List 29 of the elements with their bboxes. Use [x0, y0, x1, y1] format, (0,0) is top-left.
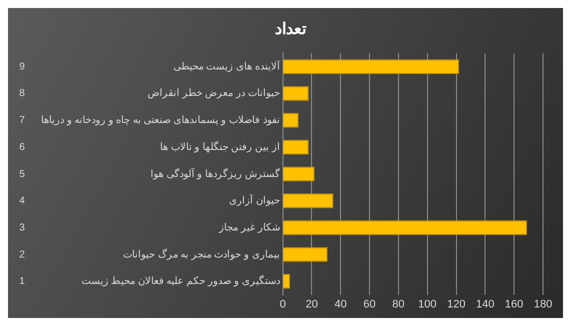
x-tick-label: 80: [392, 298, 405, 310]
y-tick-label: آلاینده های زیست محیطی: [173, 59, 281, 72]
text: 7: [19, 115, 26, 126]
y-tick-label: شکار غیر مجاز: [218, 222, 280, 234]
y-tick-label: نفوذ فاضلاب و پسماندهای صنعتی به چاه و رودخانه و دریاها: [40, 115, 280, 126]
y-tick-label: بیماری و حوادث منجر به مرگ حیوانات: [123, 248, 280, 260]
x-tick-label: 160: [504, 298, 524, 310]
text: 5: [19, 168, 26, 180]
text: 1: [19, 276, 26, 288]
x-tick-label: 120: [447, 298, 466, 310]
text: 4: [19, 196, 26, 207]
text: 9: [19, 61, 26, 72]
y-tick-label: از بین رفتن جنگلها و تالاب ها: [160, 140, 280, 153]
y-tick-label: حیوانات در معرض خطر انقراض: [148, 88, 280, 100]
text: 6: [19, 142, 26, 153]
y-tick-label: گسترش ریزگردها و آلودگی هوا: [150, 166, 280, 180]
x-tick-label: 0: [280, 298, 286, 310]
x-tick-label: 140: [476, 298, 494, 310]
text: 8: [19, 88, 26, 100]
x-tick-label: 100: [418, 298, 437, 310]
chart-title: تعداد: [275, 21, 307, 38]
text: 2: [19, 249, 26, 260]
x-tick-label: 20: [306, 298, 318, 310]
y-tick-label: دستگیری و صدور حکم علیه فعالان محیط زیست: [81, 275, 280, 288]
y-tick-label: حیوان آزاری: [229, 194, 280, 207]
text: 3: [19, 222, 26, 234]
x-tick-label: 60: [363, 298, 376, 310]
x-tick-label: 180: [534, 298, 552, 310]
x-tick-label: 40: [334, 298, 347, 310]
